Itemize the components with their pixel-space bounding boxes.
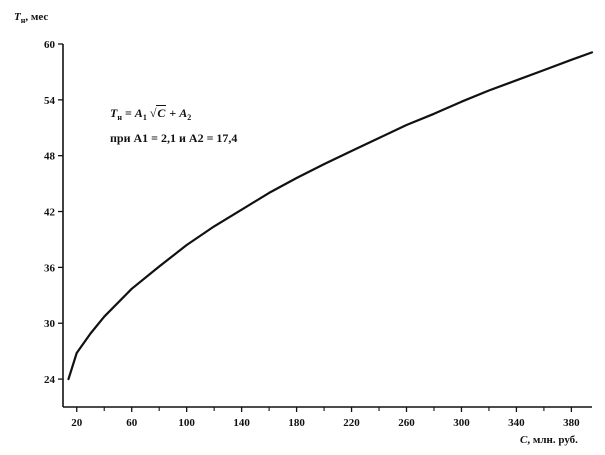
y-tick-label: 60 bbox=[44, 39, 56, 51]
y-tick-label: 54 bbox=[44, 95, 56, 107]
x-tick-label: 220 bbox=[343, 417, 360, 429]
formula-condition: при A1 = 2,1 и A2 = 17,4 bbox=[110, 131, 238, 145]
formula-line: Tн = A1 √C + A2 bbox=[110, 103, 237, 128]
x-tick-label: 300 bbox=[453, 417, 470, 429]
y-tick-label: 24 bbox=[44, 374, 56, 386]
y-tick-label: 42 bbox=[44, 207, 56, 219]
x-tick-label: 180 bbox=[288, 417, 305, 429]
plot-area bbox=[67, 51, 594, 381]
x-tick-label: 140 bbox=[233, 417, 250, 429]
x-tick-label: 100 bbox=[178, 417, 195, 429]
y-tick-label: 30 bbox=[44, 318, 56, 330]
x-tick-label: 60 bbox=[126, 417, 138, 429]
sqrt-symbol: √C bbox=[149, 105, 167, 120]
x-axis: 20 60 100 140 180 220 260 300 340 380 bbox=[63, 406, 592, 429]
y-tick-label: 48 bbox=[44, 151, 56, 163]
x-tick-label: 380 bbox=[563, 417, 580, 429]
x-tick-label: 340 bbox=[508, 417, 525, 429]
x-tick-label: 260 bbox=[398, 417, 415, 429]
y-axis-title: Tн, мес bbox=[14, 11, 48, 25]
series-line-0 bbox=[67, 51, 594, 381]
y-axis: 24 30 36 42 48 54 60 bbox=[44, 39, 64, 407]
x-axis-title: C, млн. руб. bbox=[520, 434, 578, 446]
x-tick-label: 20 bbox=[71, 417, 83, 429]
formula-annotation: Tн = A1 √C + A2 при A1 = 2,1 и A2 = 17,4 bbox=[110, 103, 237, 148]
y-tick-label: 36 bbox=[44, 262, 56, 274]
